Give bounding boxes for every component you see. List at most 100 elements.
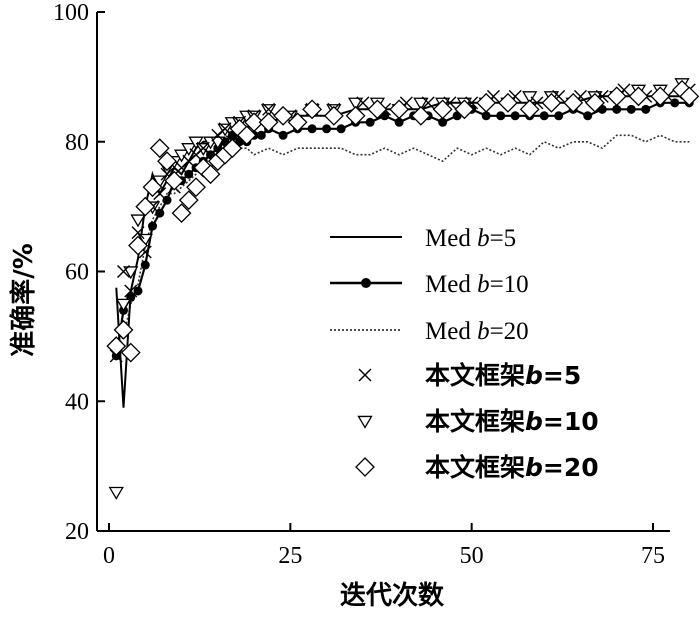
legend-label-suffix: =10 — [543, 407, 599, 436]
data-point — [345, 105, 366, 126]
legend-label-var: b — [477, 271, 490, 298]
data-point — [181, 143, 197, 157]
data-point — [626, 104, 636, 114]
series-2 — [115, 134, 690, 350]
legend-label-suffix: =10 — [490, 271, 529, 298]
series-line — [115, 95, 690, 408]
data-point — [106, 336, 127, 357]
x-tick-label: 75 — [641, 543, 665, 569]
data-point — [356, 96, 370, 110]
data-point — [476, 92, 497, 113]
legend-label-var: b — [477, 225, 490, 252]
data-point — [498, 92, 518, 113]
data-point — [262, 102, 276, 116]
data-point — [200, 164, 221, 185]
data-point — [612, 104, 622, 114]
legend-label: Med b=5 — [425, 225, 516, 252]
data-point — [113, 319, 134, 340]
legend-item: Med b=5 — [330, 225, 516, 252]
x-axis-title: 迭代次数 — [340, 581, 445, 611]
legend-swatch — [358, 368, 372, 382]
legend-label-var: b — [477, 318, 490, 345]
series-5 — [106, 79, 700, 363]
data-point — [115, 298, 132, 312]
data-point — [222, 138, 243, 159]
data-point — [606, 86, 627, 107]
data-point — [178, 190, 199, 211]
data-point — [585, 92, 605, 113]
y-tick-label: 40 — [65, 389, 89, 415]
series-line — [115, 101, 690, 356]
data-point — [157, 151, 177, 172]
data-point — [218, 122, 232, 136]
legend-item: 本文框架b=20 — [355, 453, 599, 482]
y-tick-label: 60 — [65, 260, 89, 286]
legend-label-prefix: 本文框架 — [425, 453, 525, 482]
legend-label: Med b=10 — [425, 271, 529, 298]
legend-item: 本文框架b=10 — [357, 407, 599, 436]
data-point — [186, 177, 206, 198]
data-point — [148, 221, 158, 231]
data-point — [307, 124, 317, 134]
data-point — [347, 97, 364, 111]
data-point — [120, 342, 141, 363]
data-point — [454, 99, 475, 120]
plot-area — [106, 78, 700, 500]
x-tick-label: 0 — [103, 543, 115, 569]
data-point — [244, 112, 264, 133]
legend-swatch — [357, 415, 373, 429]
data-point — [164, 170, 185, 191]
data-point — [149, 138, 170, 159]
y-tick-label: 80 — [65, 130, 89, 156]
data-point — [123, 266, 139, 280]
data-point — [365, 117, 375, 127]
data-point — [140, 260, 150, 270]
x-tick-label: 25 — [278, 543, 302, 569]
legend-label-suffix: =5 — [490, 225, 517, 252]
data-point — [641, 104, 651, 114]
legend-item: Med b=10 — [330, 271, 529, 298]
y-axis-title: 准确率/% — [8, 243, 39, 357]
data-point — [563, 92, 584, 113]
series-0 — [115, 95, 690, 408]
data-point — [413, 97, 429, 111]
legend-label: 本文框架b=20 — [425, 453, 599, 482]
legend-label-prefix: Med — [425, 225, 477, 252]
legend-label: Med b=20 — [425, 318, 529, 345]
data-point — [438, 117, 448, 127]
data-point — [679, 86, 700, 107]
data-point — [496, 111, 506, 121]
data-point — [336, 124, 346, 134]
data-point — [481, 111, 491, 121]
series-line — [115, 134, 690, 350]
data-point — [628, 86, 649, 107]
series-4 — [108, 78, 690, 500]
data-point — [210, 136, 226, 150]
legend-label-suffix: =5 — [543, 361, 581, 390]
legend-label-var: b — [525, 361, 543, 390]
legend-item: Med b=20 — [330, 318, 529, 345]
legend-swatch-dot — [361, 278, 371, 288]
data-point — [322, 124, 332, 134]
data-point — [539, 111, 549, 121]
data-point — [131, 226, 145, 240]
legend-label-suffix: =20 — [490, 318, 529, 345]
data-point — [256, 130, 266, 140]
data-point — [421, 96, 435, 110]
data-point — [135, 196, 156, 217]
data-point — [394, 117, 404, 127]
data-point — [171, 203, 192, 224]
data-point — [519, 99, 540, 120]
data-point — [287, 112, 308, 133]
data-point — [278, 130, 288, 140]
data-point — [108, 486, 124, 500]
data-point — [432, 99, 453, 120]
data-point — [273, 105, 293, 126]
data-point — [236, 125, 257, 146]
y-tick-label: 20 — [65, 519, 89, 545]
data-point — [410, 105, 431, 126]
data-point — [389, 99, 410, 120]
data-point — [510, 111, 520, 121]
data-point — [133, 286, 143, 296]
